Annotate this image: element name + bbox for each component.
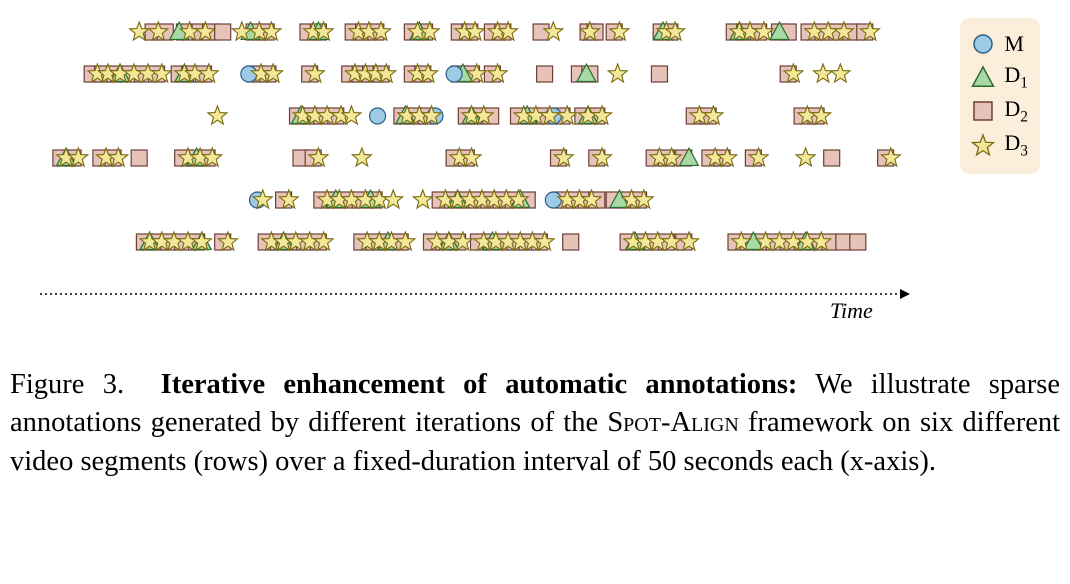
star-marker: [813, 64, 832, 82]
time-axis-arrow: [900, 289, 910, 299]
star-marker: [208, 106, 227, 124]
legend-label: D2: [1004, 95, 1028, 127]
legend-item-circle: M: [970, 30, 1028, 59]
circle-marker: [370, 108, 386, 124]
square-marker: [824, 150, 840, 166]
square-marker: [537, 66, 553, 82]
star-marker: [384, 190, 403, 208]
star-marker: [352, 148, 371, 166]
square-marker: [215, 24, 231, 40]
square-marker: [651, 66, 667, 82]
legend: MD1D2D3: [960, 18, 1040, 174]
annotation-plot: Time: [10, 10, 930, 360]
square-marker: [850, 234, 866, 250]
star-marker: [796, 148, 815, 166]
star-marker: [831, 64, 850, 82]
star-marker: [608, 64, 627, 82]
time-axis-label: Time: [830, 298, 873, 323]
square-marker: [563, 234, 579, 250]
circle-marker: [446, 66, 462, 82]
star-marker: [413, 190, 432, 208]
figure-caption: Figure 3. Iterative enhancement of autom…: [10, 366, 1060, 481]
legend-label: D1: [1004, 61, 1028, 93]
legend-item-square: D2: [970, 95, 1028, 127]
legend-label: M: [1004, 30, 1024, 59]
legend-item-star: D3: [970, 129, 1028, 161]
caption-bold: Iterative enhancement of automatic annot…: [161, 369, 798, 400]
legend-label: D3: [1004, 129, 1028, 161]
square-marker: [533, 24, 549, 40]
caption-sc2: Align: [670, 407, 738, 438]
figure-container: Time MD1D2D3 Figure 3. Iterative enhance…: [10, 10, 1060, 481]
caption-sc1: Spot: [607, 407, 661, 438]
circle-marker: [241, 66, 257, 82]
circle-marker: [545, 192, 561, 208]
legend-item-triangle: D1: [970, 61, 1028, 93]
caption-prefix: Figure 3.: [10, 369, 124, 400]
square-marker: [131, 150, 147, 166]
